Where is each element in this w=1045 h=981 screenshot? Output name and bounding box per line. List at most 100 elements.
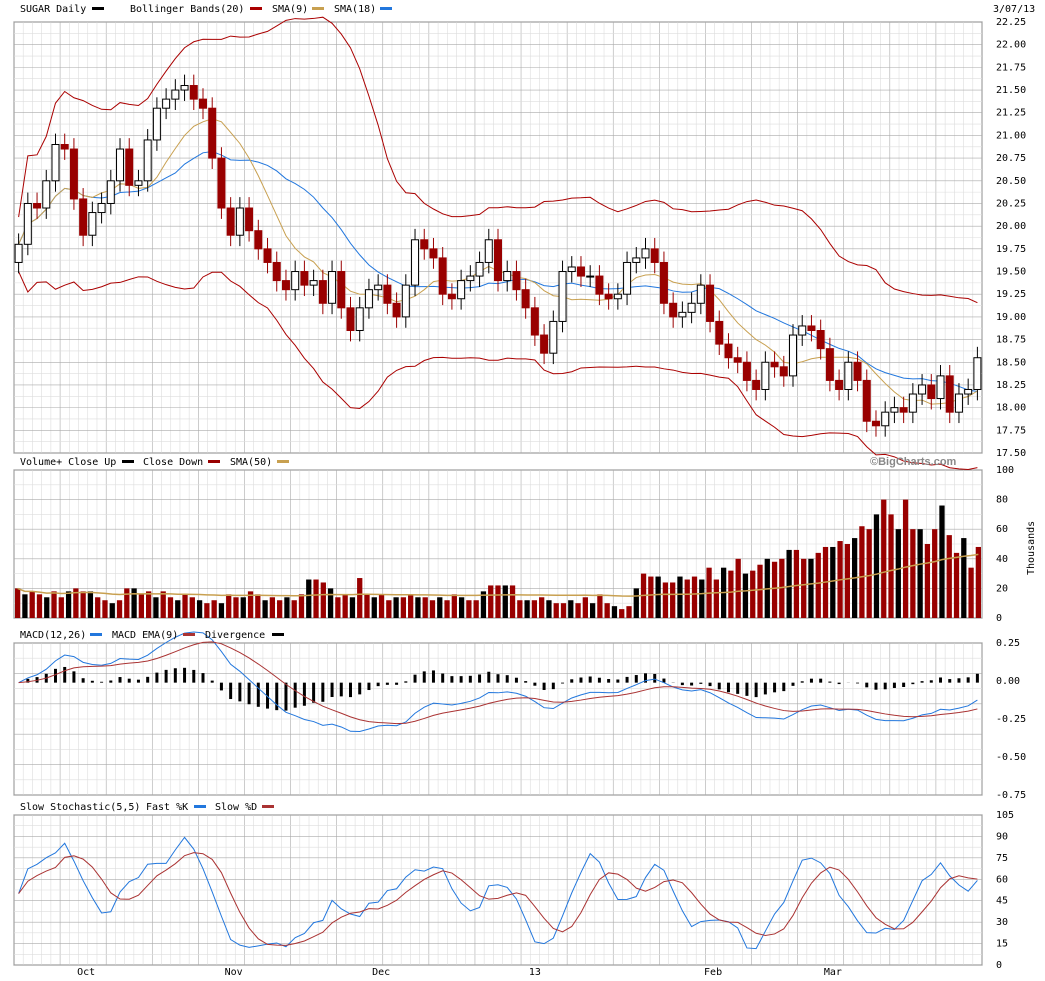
sma9-label: SMA(9) (272, 4, 308, 15)
volume-bar (793, 549, 800, 618)
volume-bar (386, 600, 392, 618)
candle-body (134, 180, 143, 186)
stoch-fast-line (18, 836, 978, 950)
candle-body (871, 420, 880, 427)
candle-body (779, 366, 788, 377)
candle-body (650, 248, 659, 263)
y-tick-label: 19.25 (996, 289, 1026, 300)
y-tick-label: 45 (996, 896, 1008, 907)
candle-body (752, 379, 761, 390)
volume-bar (138, 594, 145, 618)
volume-bar (65, 591, 72, 618)
volume-bar (881, 499, 887, 618)
candle-body (143, 139, 152, 182)
candle-body (447, 293, 456, 300)
macd-line (18, 631, 978, 732)
candle-body (706, 284, 715, 322)
y-tick-label: 21.75 (996, 62, 1026, 73)
candle-body (300, 271, 309, 286)
candle-body (503, 271, 512, 282)
volume-bar (393, 597, 399, 618)
candle-body (14, 243, 23, 263)
volume-bar (277, 600, 283, 618)
chart-panels: 22.25 22.00 21.75 21.50 21.25 21.00 20.75 20.50… (13, 16, 1026, 978)
volume-bar (735, 558, 741, 618)
date-label: 3/07/13 (993, 4, 1035, 15)
candle-body (281, 280, 290, 291)
watermark: ©BigCharts.com (870, 456, 957, 468)
sma18-swatch (380, 7, 392, 10)
candle-body (613, 293, 622, 300)
candle-body (328, 271, 337, 304)
y-tick-label: 18.50 (996, 357, 1026, 368)
candle-body (586, 275, 595, 278)
candle-body (881, 411, 890, 427)
stoch-slow-swatch (262, 805, 274, 808)
candle-body (964, 388, 973, 395)
volume-bar (655, 576, 661, 618)
candle-body (835, 379, 844, 390)
y-tick-label: 17.50 (996, 448, 1026, 459)
candle-body (973, 357, 982, 390)
volume-bar (939, 505, 945, 618)
volume-sma-line (17, 553, 979, 597)
volume-bar (182, 594, 188, 618)
candle-body (696, 284, 705, 304)
candle-body (466, 275, 475, 282)
volume-bar (910, 529, 916, 618)
volume-bar (757, 564, 763, 618)
candle-body (733, 357, 742, 363)
symbol-label: SUGAR Daily (20, 4, 86, 15)
y-tick-label: 21.25 (996, 108, 1026, 119)
volume-bar (116, 600, 123, 618)
volume-bar (495, 585, 501, 618)
candle-body (521, 289, 530, 309)
x-tick-label: 13 (529, 967, 541, 978)
bollinger-lower-line (18, 271, 978, 471)
volume-bar (167, 597, 174, 618)
y-tick-label: 60 (996, 874, 1008, 885)
volume-bar (480, 591, 487, 618)
candle-body (761, 361, 770, 390)
volume-bar (742, 573, 749, 618)
volume-bar (815, 552, 821, 618)
sma9-swatch (312, 7, 324, 10)
volume-bar (946, 535, 952, 618)
y-tick-label: 19.50 (996, 267, 1026, 278)
candle-body (623, 261, 632, 295)
candle-body (272, 261, 281, 282)
volume-bar (175, 600, 181, 618)
bollinger-upper-line (18, 16, 978, 304)
macd-ema-swatch (183, 633, 195, 636)
volume-bar (750, 570, 756, 618)
volume-bar (902, 499, 909, 618)
volume-bar (568, 600, 574, 618)
candle-body (88, 212, 97, 236)
volume-bar (364, 594, 370, 618)
volume-bar (131, 588, 137, 618)
volume-bar (953, 552, 960, 618)
volume-bar (604, 603, 610, 618)
volume-bar (582, 597, 588, 618)
sma18-label: SMA(18) (334, 4, 376, 15)
candle-body (429, 248, 438, 259)
volume-bar (830, 546, 836, 618)
y-tick-label: 21.00 (996, 130, 1026, 141)
volume-bar (298, 594, 305, 618)
volume-bar (306, 579, 312, 618)
candle-body (69, 148, 78, 200)
volume-bar (866, 529, 872, 618)
volume-bar (437, 597, 443, 618)
volume-bar (808, 558, 814, 618)
y-tick-label: 18.75 (996, 335, 1026, 346)
volume-unit-label: Thousands (1026, 521, 1037, 575)
volume-bar (211, 600, 217, 618)
volume-bar (888, 514, 894, 618)
y-tick-label: 19.00 (996, 312, 1026, 323)
y-tick-label: 20.50 (996, 176, 1026, 187)
volume-bar (313, 579, 319, 618)
volume-bar (728, 570, 734, 618)
y-tick-label: 22.25 (996, 17, 1026, 28)
volume-bar (961, 538, 967, 618)
y-tick-label: 20.75 (996, 153, 1026, 164)
